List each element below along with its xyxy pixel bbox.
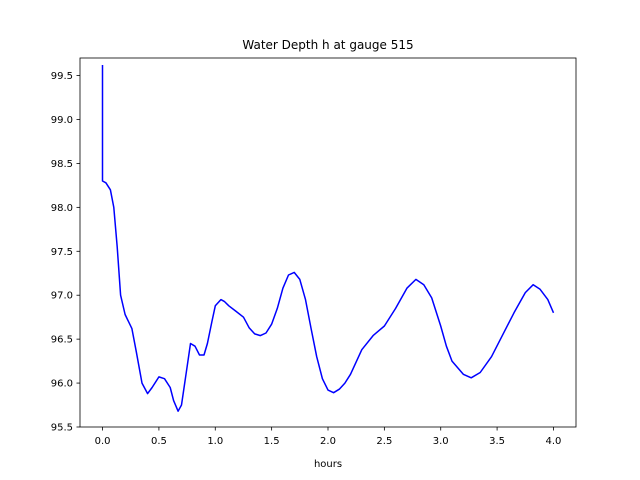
y-tick-label: 99.0 bbox=[51, 115, 73, 126]
x-axis: 0.0 0.5 1.0 1.5 2.0 2.5 3.0 3.5 4.0 bbox=[95, 427, 562, 447]
y-axis: 95.5 96.0 96.5 97.0 97.5 98.0 98.5 99.0 99.5 bbox=[51, 71, 80, 434]
x-axis-label: hours bbox=[314, 459, 342, 470]
x-tick-label: 2.0 bbox=[320, 436, 336, 447]
x-tick-label: 3.5 bbox=[489, 436, 505, 447]
x-tick-label: 1.5 bbox=[264, 436, 280, 447]
chart-title: Water Depth h at gauge 515 bbox=[242, 38, 413, 52]
x-tick-label: 4.0 bbox=[546, 436, 562, 447]
x-tick-label: 2.5 bbox=[376, 436, 392, 447]
y-tick-label: 98.5 bbox=[51, 159, 73, 170]
y-tick-label: 97.0 bbox=[51, 291, 73, 302]
y-tick-label: 96.0 bbox=[51, 379, 73, 390]
x-tick-label: 0.5 bbox=[151, 436, 167, 447]
x-tick-label: 3.0 bbox=[433, 436, 449, 447]
x-tick-label: 1.0 bbox=[207, 436, 223, 447]
x-tick-label: 0.0 bbox=[95, 436, 111, 447]
y-tick-label: 98.0 bbox=[51, 203, 73, 214]
plot-area bbox=[101, 65, 555, 412]
y-tick-label: 97.5 bbox=[51, 247, 73, 258]
series-line bbox=[101, 65, 555, 412]
y-tick-label: 99.5 bbox=[51, 71, 73, 82]
y-tick-label: 96.5 bbox=[51, 335, 73, 346]
y-tick-label: 95.5 bbox=[51, 423, 73, 434]
plot-frame bbox=[79, 57, 577, 428]
